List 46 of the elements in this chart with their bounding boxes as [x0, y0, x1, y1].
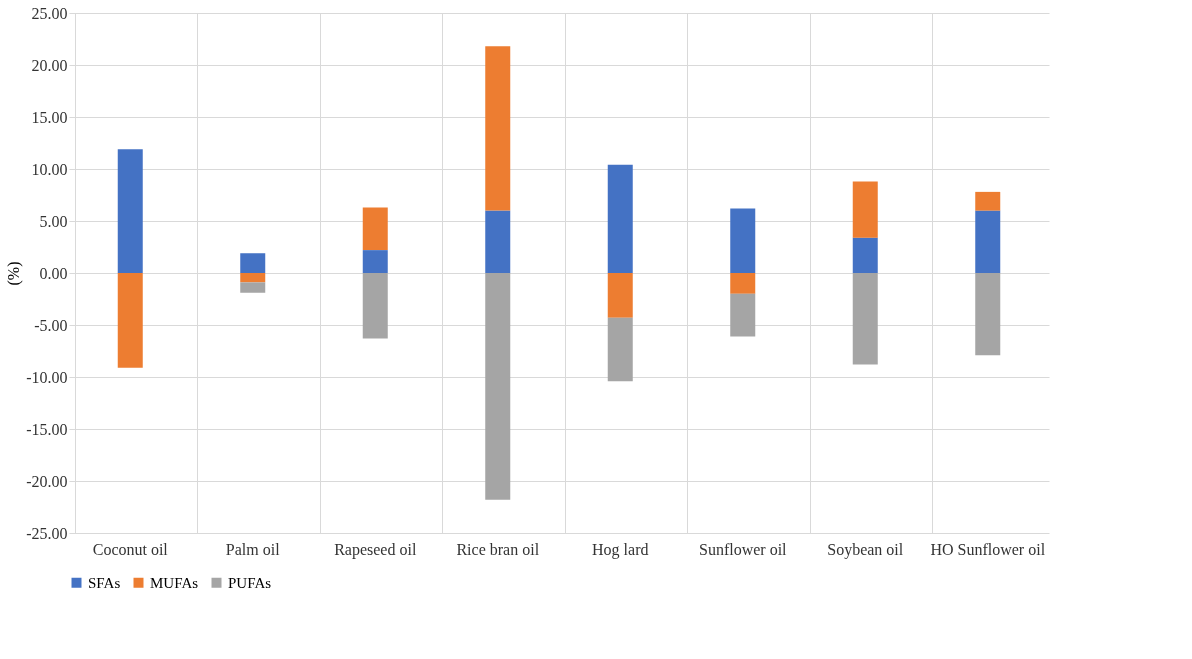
y-tick-label: -25.00 — [26, 524, 68, 542]
legend-label: SFAs — [88, 574, 121, 591]
bar — [975, 191, 1001, 211]
legend-label: PUFAs — [228, 574, 272, 591]
bar — [730, 208, 756, 273]
bar — [362, 207, 388, 251]
x-tick-label: Hog lard — [592, 540, 649, 559]
x-tick-label: HO Sunflower oil — [930, 540, 1046, 558]
y-tick-label: 25.00 — [31, 4, 68, 22]
bar — [117, 273, 143, 368]
bar — [117, 149, 143, 273]
bar — [730, 293, 756, 337]
bar — [485, 46, 511, 211]
y-tick-label: 15.00 — [31, 108, 68, 126]
y-axis-title: (%) — [5, 261, 24, 286]
x-tick-label: Rice bran oil — [456, 540, 540, 558]
y-tick-label: -10.00 — [26, 368, 68, 386]
bar — [852, 181, 878, 238]
bar — [240, 253, 266, 273]
y-tick-label: 0.00 — [39, 264, 68, 282]
x-tick-label: Palm oil — [225, 540, 281, 558]
bar — [607, 164, 633, 273]
bar — [607, 317, 633, 382]
legend-label: MUFAs — [150, 574, 199, 591]
x-tick-label: Coconut oil — [92, 540, 169, 558]
bar — [362, 250, 388, 273]
y-tick-label: 10.00 — [31, 160, 68, 178]
bar — [362, 273, 388, 339]
bar — [485, 273, 511, 500]
bar — [730, 273, 756, 294]
bar — [975, 273, 1001, 356]
bar — [240, 273, 266, 283]
y-tick-label: -5.00 — [34, 316, 68, 334]
x-tick-label: Sunflower oil — [698, 540, 788, 558]
x-tick-label: Soybean oil — [827, 540, 904, 559]
bar — [852, 273, 878, 365]
bar — [607, 273, 633, 318]
bar — [485, 210, 511, 273]
x-tick-label: Rapeseed oil — [334, 540, 417, 559]
y-tick-label: 5.00 — [39, 212, 68, 230]
bar — [975, 210, 1001, 273]
y-tick-label: -20.00 — [26, 472, 68, 490]
y-tick-label: -15.00 — [26, 420, 68, 438]
bar — [240, 282, 266, 293]
y-tick-label: 20.00 — [31, 56, 68, 74]
bar — [852, 237, 878, 273]
